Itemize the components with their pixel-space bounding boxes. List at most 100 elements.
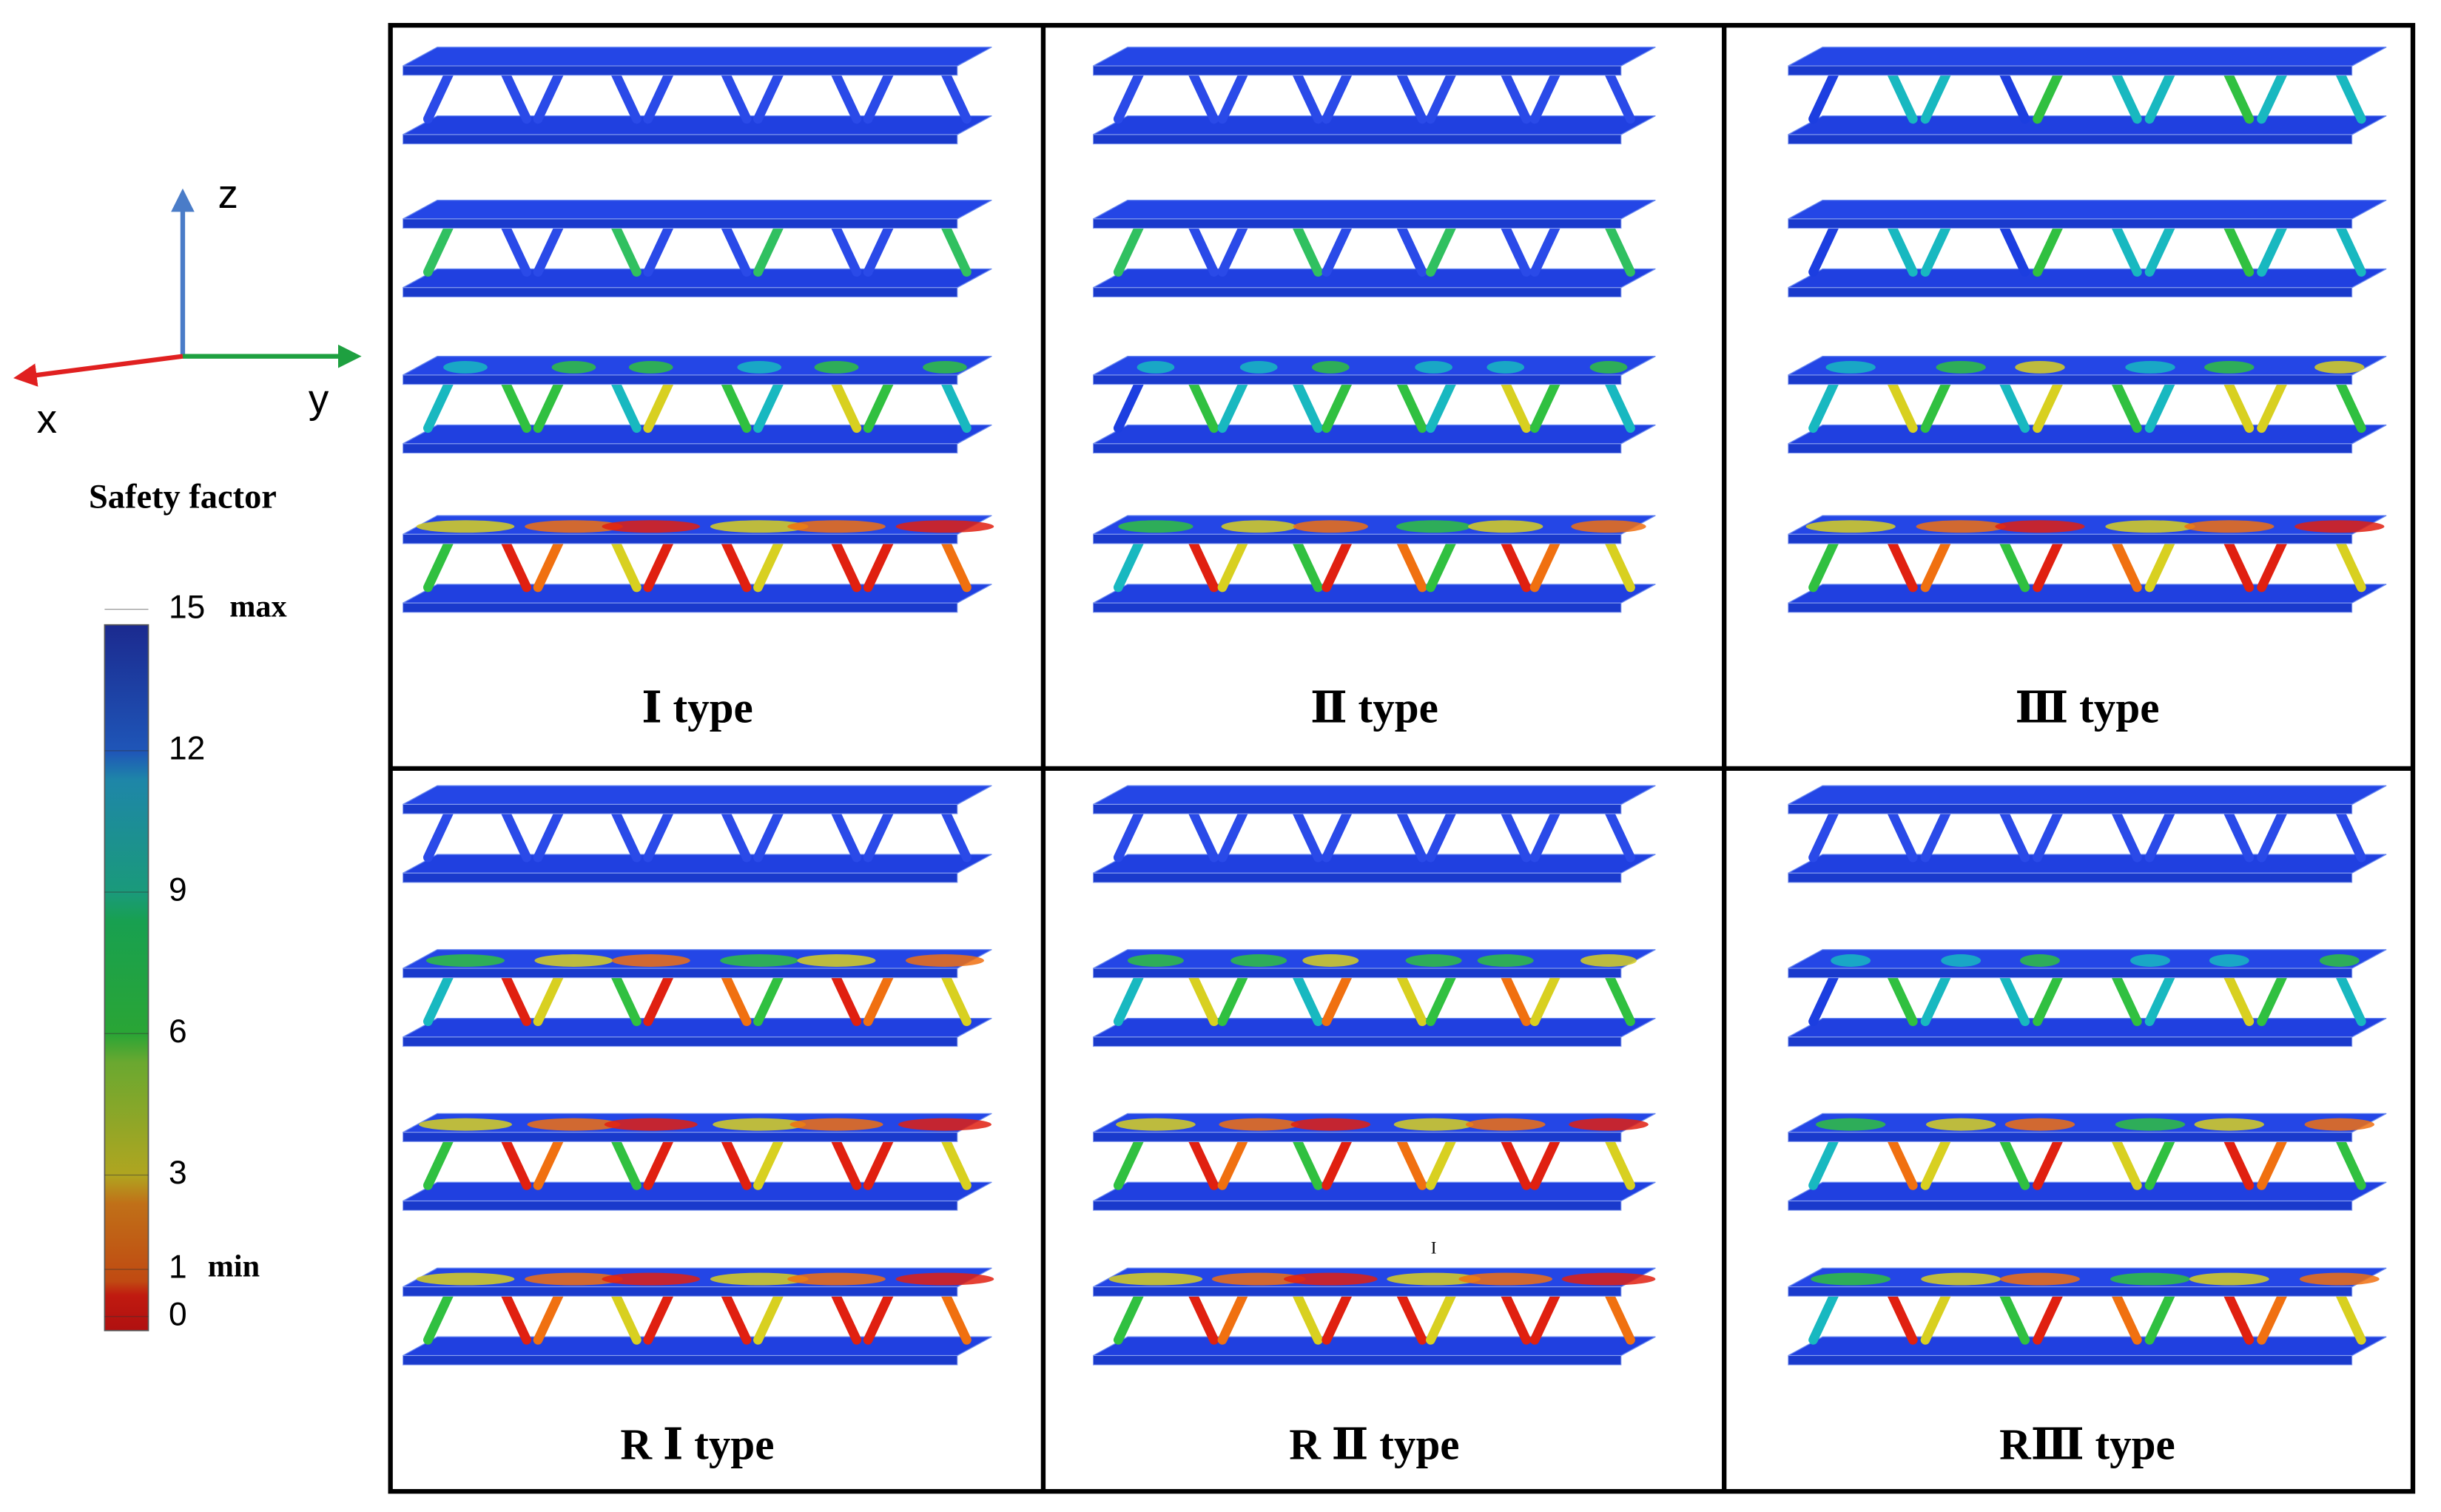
strut [1998,970,2030,1027]
stress-spot [1465,1118,1546,1131]
plate-top [1093,424,1656,445]
strut [499,806,532,863]
strut [2144,377,2176,433]
strut [2334,67,2366,124]
stress-spot [2125,360,2175,374]
strut [1217,806,1249,863]
strut [1321,806,1353,863]
stress-spot [628,360,673,374]
strut [610,1288,642,1345]
panel-label: RⅢ type [1999,1420,2175,1469]
structure [1092,1113,1656,1211]
colorbar-tick-label: 6 [169,1013,187,1050]
strut [1808,67,1840,124]
plate-top [403,1336,992,1357]
stress-spot [1916,520,2006,533]
strut [1321,377,1353,433]
strut [829,220,862,277]
strut [863,970,895,1027]
strut [1886,220,1918,277]
strut [422,970,455,1027]
stress-spot [797,954,876,967]
strut [1426,67,1458,124]
strut [422,1133,455,1190]
stress-spot [1580,954,1637,967]
strut [1113,220,1145,277]
stress-spot [2204,360,2255,374]
plate-top [1093,47,1656,67]
strut [1291,1133,1323,1190]
stress-spot [1211,1272,1306,1286]
strut [1529,970,1561,1027]
strut [1426,536,1458,593]
strut [610,536,642,593]
plate-edge [1092,968,1622,979]
stress-spot [2314,360,2365,374]
plate-top [1093,785,1656,806]
stress-spot [1311,360,1350,374]
strut [1187,67,1219,124]
plate-top [1788,584,2387,604]
strut [1529,67,1561,124]
strut [753,67,785,124]
strut [499,970,532,1027]
strut [2334,220,2366,277]
plate-edge [1788,134,2353,145]
strut [2334,970,2366,1027]
plate-edge [1092,1201,1622,1211]
strut [1603,67,1635,124]
structure [1092,515,1656,613]
stress-spot [1468,520,1543,533]
plate-top [403,854,992,874]
strut [720,970,752,1027]
plate-top [1788,1017,2387,1038]
strut [1217,970,1249,1027]
strut [1920,1288,1952,1345]
structure [1788,1267,2387,1366]
strut [1291,1288,1323,1345]
strut [1998,220,2030,277]
strut [2033,970,2064,1027]
strut [2222,67,2255,124]
stress-spot [787,520,886,533]
panel [403,47,994,613]
colorbar-tick-label: 9 [169,872,187,908]
strut [720,220,752,277]
plate-top [403,115,992,135]
strut [720,536,752,593]
strut [1886,67,1918,124]
strut [1291,806,1323,863]
stress-spot [710,520,809,533]
plate-top [403,1181,992,1202]
strut [829,1288,862,1345]
strut [2257,970,2289,1027]
panel-label: R Ⅱ type [1289,1420,1459,1469]
panel-label: Ⅲ type [2015,683,2159,732]
stress-spot [2105,520,2195,533]
strut [1321,970,1353,1027]
stress-spot [1302,954,1359,967]
plate-top [1093,115,1656,135]
panel [1092,47,1656,613]
strut [2222,377,2255,433]
plate-edge [403,1132,958,1142]
stress-spot [1995,520,2085,533]
strut [1321,67,1353,124]
strut [2110,806,2142,863]
strut [2334,377,2366,433]
strut [1426,806,1458,863]
plate-edge [1092,218,1622,229]
stress-spot [1393,1118,1474,1131]
plate-edge [403,1036,958,1047]
stress-spot [1219,1118,1299,1131]
stress-spot [2194,1118,2264,1131]
stress-spot [1561,1272,1656,1286]
stress-spot [2319,954,2360,967]
strut [2222,1133,2255,1190]
strut [643,220,675,277]
plate-top [403,356,992,376]
strut [610,806,642,863]
stress-spot [895,1272,994,1286]
strut [2033,806,2064,863]
stress-spot [1387,1272,1481,1286]
